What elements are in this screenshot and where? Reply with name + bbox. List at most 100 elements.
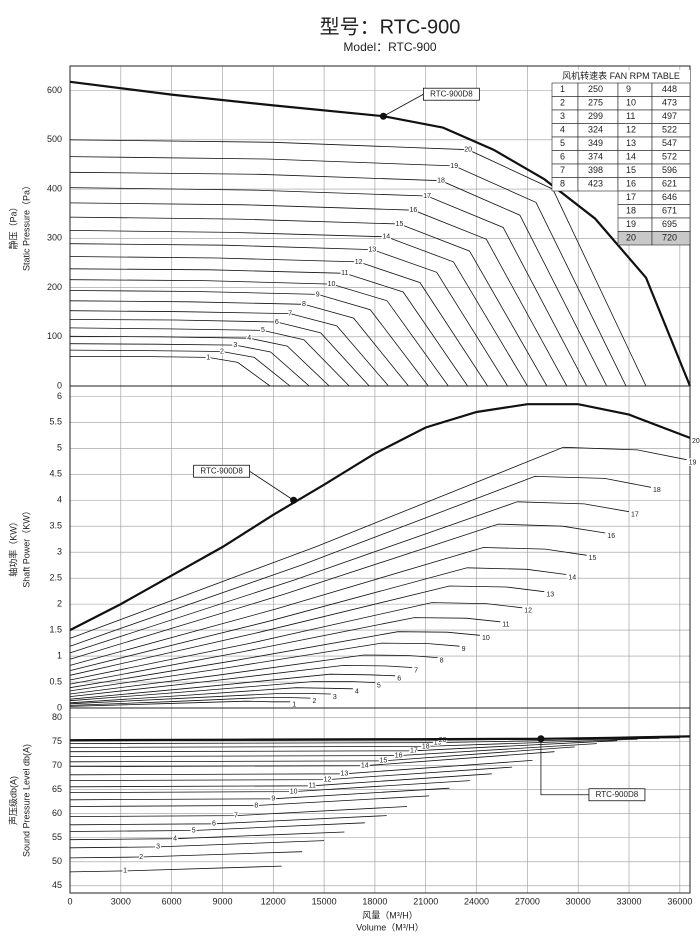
curve — [69, 673, 396, 700]
curve — [69, 585, 545, 676]
table-text: 522 — [662, 125, 677, 135]
curve-label: 9 — [462, 646, 466, 653]
y-axis-label: Sound Pressure Level db(A) — [21, 744, 31, 857]
y-tick-label: 400 — [47, 183, 62, 193]
curve-label: 20 — [464, 147, 472, 154]
x-tick-label: 33000 — [617, 896, 642, 906]
curve-label: 3 — [156, 844, 160, 851]
curve — [70, 356, 271, 387]
table-text: 621 — [662, 179, 677, 189]
curve — [69, 681, 375, 702]
table-text: 324 — [588, 125, 603, 135]
curve — [69, 602, 523, 681]
curve-label: 16 — [409, 207, 417, 214]
curve-label: 10 — [328, 281, 336, 288]
curve — [69, 156, 627, 387]
curve — [69, 737, 660, 744]
curve-label: 6 — [212, 821, 216, 828]
curve — [69, 268, 468, 387]
curve — [69, 547, 587, 666]
table-text: 11 — [626, 111, 635, 121]
curve-label: 3 — [233, 342, 237, 349]
y-tick-label: 6 — [57, 391, 62, 401]
curve — [69, 327, 350, 387]
curve-label: 9 — [271, 796, 275, 803]
curve — [69, 187, 588, 387]
curve-label: 10 — [482, 635, 490, 642]
bold-curve — [69, 735, 691, 742]
table-text: 12 — [626, 125, 636, 135]
table-text: 17 — [626, 192, 636, 202]
x-tick-label: 3000 — [111, 896, 131, 906]
curve — [69, 766, 513, 781]
y-tick-label: 1.5 — [49, 624, 62, 634]
curve-label: 11 — [341, 270, 348, 277]
curve-label: 9 — [316, 291, 320, 298]
y-axis-label: 声压级db(A) — [7, 776, 18, 825]
y-tick-label: 60 — [52, 808, 62, 818]
y-tick-label: 500 — [47, 134, 62, 144]
curve — [69, 751, 555, 767]
curve-label: 4 — [173, 836, 177, 843]
curve-label: 14 — [361, 763, 369, 770]
curve — [69, 202, 568, 387]
annotation-box — [193, 464, 251, 478]
x-tick-label: 12000 — [261, 896, 286, 906]
table-text: 349 — [588, 138, 603, 148]
x-tick-label: 30000 — [566, 896, 591, 906]
annotation-leader — [383, 93, 424, 117]
plot-frame — [69, 707, 691, 894]
y-tick-label: 0.5 — [49, 676, 62, 686]
y-tick-label: 80 — [52, 712, 62, 722]
curve-label: 14 — [382, 234, 390, 241]
curve-label: 12 — [355, 259, 363, 266]
y-tick-label: 1 — [57, 650, 62, 660]
curve-label: 13 — [546, 592, 554, 599]
curve — [69, 230, 528, 387]
curve-label: 1 — [206, 354, 210, 361]
annotation-leader — [249, 470, 294, 501]
curve — [69, 693, 331, 705]
curve-label: 12 — [524, 608, 532, 615]
table-text: 695 — [662, 219, 677, 229]
x-tick-label: 0 — [67, 896, 72, 906]
curve-label: 13 — [368, 246, 376, 253]
y-tick-label: 4 — [57, 495, 62, 505]
curve — [69, 300, 409, 387]
curve-label: 20 — [692, 438, 700, 445]
x-axis-label: 风量（M³/H） — [362, 910, 418, 920]
curve — [69, 446, 687, 639]
curve — [69, 256, 488, 387]
table-text: 572 — [662, 152, 677, 162]
y-tick-label: 200 — [47, 282, 62, 292]
curve — [69, 567, 567, 671]
table-text: 16 — [626, 179, 636, 189]
curve — [69, 806, 408, 817]
table-text: 7 — [560, 165, 565, 175]
table-text: 250 — [588, 84, 603, 94]
y-tick-label: 2.5 — [49, 573, 62, 583]
curve-label: 8 — [254, 802, 258, 809]
table-text: 299 — [588, 111, 603, 121]
annotation-text: RTC-900D8 — [596, 790, 639, 799]
curve-label: 7 — [234, 812, 238, 819]
curve — [69, 335, 330, 387]
curve — [69, 243, 508, 387]
y-tick-label: 65 — [52, 784, 62, 794]
table-cell — [651, 231, 691, 246]
curve — [69, 349, 291, 387]
curve-label: 4 — [355, 689, 359, 696]
curve-label: 17 — [423, 193, 431, 200]
curve — [69, 865, 282, 873]
curve — [69, 697, 311, 706]
curve — [69, 780, 470, 793]
curve — [69, 795, 430, 807]
curve-label: 17 — [631, 512, 639, 519]
curve — [69, 139, 647, 387]
table-text: 20 — [626, 233, 636, 243]
x-tick-label: 18000 — [362, 896, 387, 906]
curve-label: 10 — [290, 788, 298, 795]
table-text: 9 — [626, 84, 631, 94]
annotation-box — [422, 87, 480, 101]
